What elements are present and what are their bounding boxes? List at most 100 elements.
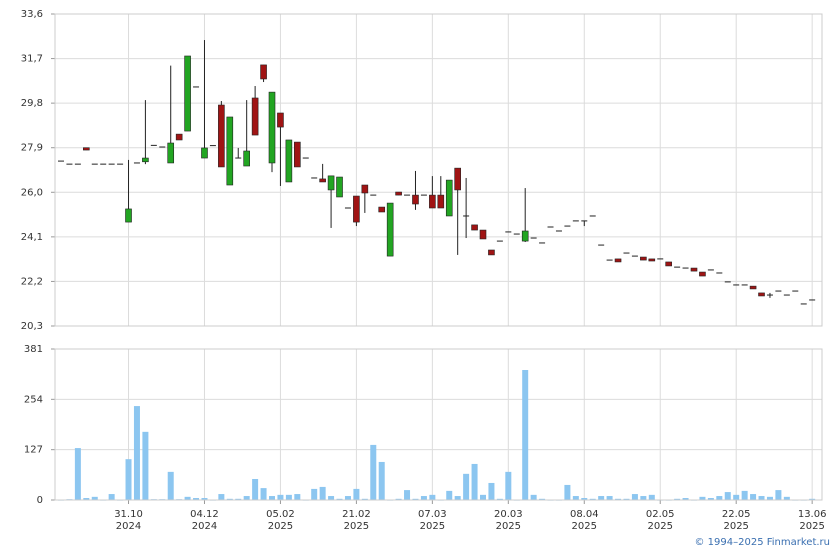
volume-bar xyxy=(682,498,689,500)
volume-bar xyxy=(395,498,402,500)
candle-body xyxy=(91,163,98,165)
y-tick-label: 31,7 xyxy=(21,54,43,65)
volume-bar xyxy=(370,444,377,500)
candle-body xyxy=(572,220,579,222)
candle-body xyxy=(741,284,748,286)
candle-body xyxy=(631,255,638,257)
volume-bar xyxy=(589,498,596,500)
candle-body xyxy=(226,116,234,186)
y-tick-label: 26,0 xyxy=(21,187,43,198)
candle-body xyxy=(724,281,731,283)
volume-bar xyxy=(496,498,503,500)
x-tick-label: 31.10 xyxy=(114,509,143,520)
volume-bar xyxy=(539,498,546,500)
candle-body xyxy=(294,141,301,168)
candle-body xyxy=(674,266,681,268)
volume-bar xyxy=(750,494,757,500)
volume-bar xyxy=(699,496,706,500)
candle-body xyxy=(74,163,81,165)
credit: © 1994–2025 Finmarket.ru xyxy=(694,537,830,548)
volume-bar xyxy=(707,498,714,500)
x-tick-label: 05.02 xyxy=(266,509,295,520)
candle-body xyxy=(555,230,562,232)
candle-body xyxy=(758,292,765,297)
candle-body xyxy=(66,163,73,165)
volume-bar xyxy=(741,490,748,500)
candle-body xyxy=(539,242,546,244)
candle-body xyxy=(521,230,529,242)
candle-body xyxy=(657,258,664,260)
candle-body xyxy=(404,194,411,196)
volume-bar xyxy=(226,498,233,500)
x-tick-label: 04.12 xyxy=(190,509,219,520)
candle-body xyxy=(699,271,706,277)
candle-body xyxy=(370,194,377,196)
volume-bar xyxy=(336,498,343,500)
volume-bar xyxy=(783,496,790,500)
candle-body xyxy=(133,162,140,164)
candle-body xyxy=(235,157,242,159)
volume-bar xyxy=(648,494,655,500)
volume-bar xyxy=(446,490,453,500)
y-tick-label: 22,2 xyxy=(21,276,43,287)
candle-body xyxy=(353,195,360,223)
volume-bar xyxy=(454,496,461,500)
x-tick-label: 2025 xyxy=(572,521,597,532)
candle-body xyxy=(429,194,436,209)
volume-bar xyxy=(581,498,588,500)
candle-body xyxy=(159,146,166,148)
x-tick-label: 02.05 xyxy=(646,509,675,520)
candle-body xyxy=(108,163,115,165)
candle-body xyxy=(463,215,470,217)
volume-bar xyxy=(184,496,191,500)
volume-bar xyxy=(344,496,351,500)
candle-body xyxy=(319,178,326,183)
candle-body xyxy=(766,294,773,296)
x-tick-label: 08.04 xyxy=(570,509,599,520)
y-tick-label: 0 xyxy=(37,495,43,506)
candle-body xyxy=(471,224,478,231)
volume-bar xyxy=(243,496,250,500)
candle-body xyxy=(100,163,107,165)
volume-bar xyxy=(530,494,537,500)
x-tick-label: 20.03 xyxy=(494,509,523,520)
candle-body xyxy=(344,207,351,209)
x-tick-label: 13.06 xyxy=(798,509,827,520)
volume-bar xyxy=(572,496,579,500)
volume-bar xyxy=(83,498,90,500)
volume-bar xyxy=(429,494,436,500)
candle-body xyxy=(707,269,714,271)
candle-body xyxy=(378,206,386,213)
candle-body xyxy=(547,226,554,228)
y-tick-label: 20,3 xyxy=(21,321,43,332)
volume-bar xyxy=(319,486,326,500)
frame xyxy=(54,348,823,501)
volume-bar xyxy=(674,498,681,500)
candle-body xyxy=(395,191,402,196)
candle-body xyxy=(479,229,487,240)
candle-body xyxy=(589,215,596,217)
y-tick-label: 24,1 xyxy=(21,232,43,243)
candle-body xyxy=(505,231,512,233)
volume-bar xyxy=(420,496,427,500)
volume-bar xyxy=(378,461,385,500)
x-tick-label: 2024 xyxy=(116,521,141,532)
candle-body xyxy=(783,294,790,296)
volume-bar xyxy=(775,490,782,500)
candle-body xyxy=(184,55,191,132)
candle-body xyxy=(640,256,647,261)
volume-bar xyxy=(167,471,174,500)
volume-bar xyxy=(218,494,225,500)
candle-body xyxy=(437,194,445,209)
x-tick-label: 2025 xyxy=(344,521,369,532)
volume-bar xyxy=(269,496,275,500)
volume-bar xyxy=(142,431,149,500)
candle-body xyxy=(682,267,689,269)
candle-body xyxy=(775,290,782,292)
volume-bar xyxy=(108,494,115,500)
volume-bar xyxy=(260,488,267,500)
candle-body xyxy=(150,144,157,146)
candle-body xyxy=(496,240,503,242)
volume-bar xyxy=(758,496,765,500)
